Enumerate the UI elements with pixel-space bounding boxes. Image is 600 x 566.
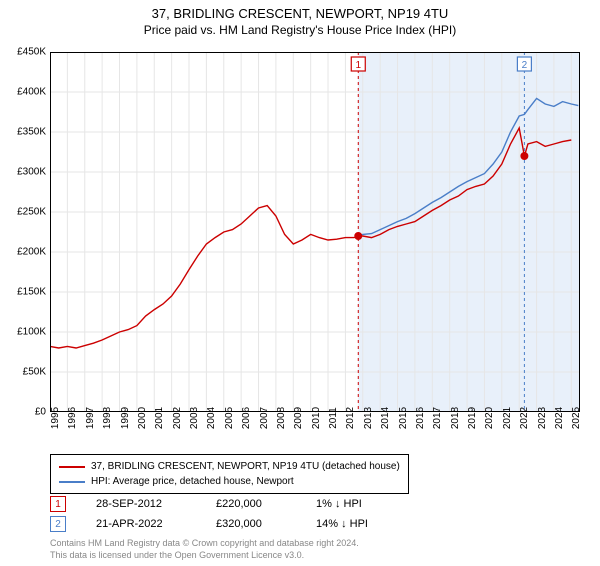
- sales-table: 1 28-SEP-2012 £220,000 1% ↓ HPI 2 21-APR-2022…: [50, 496, 416, 536]
- x-tick-label: 2000: [137, 407, 148, 429]
- legend-label: HPI: Average price, detached house, Newp…: [91, 474, 294, 489]
- chart-title: 37, BRIDLING CRESCENT, NEWPORT, NP19 4TU: [0, 6, 600, 21]
- footer: Contains HM Land Registry data © Crown c…: [50, 538, 359, 561]
- sale-row: 2 21-APR-2022 £320,000 14% ↓ HPI: [50, 516, 416, 532]
- sale-date: 28-SEP-2012: [96, 498, 186, 510]
- x-tick-label: 2006: [241, 407, 252, 429]
- svg-text:2: 2: [522, 60, 528, 71]
- legend-item: 37, BRIDLING CRESCENT, NEWPORT, NP19 4TU…: [59, 459, 400, 474]
- chart-subtitle: Price paid vs. HM Land Registry's House …: [0, 23, 600, 37]
- sale-date: 21-APR-2022: [96, 518, 186, 530]
- y-tick-label: £400K: [17, 87, 46, 98]
- legend-item: HPI: Average price, detached house, Newp…: [59, 474, 400, 489]
- x-tick-label: 2001: [154, 407, 165, 429]
- line-chart: 12: [50, 52, 580, 412]
- y-tick-label: £200K: [17, 247, 46, 258]
- x-tick-label: 1999: [120, 407, 131, 429]
- x-tick-label: 1995: [50, 407, 61, 429]
- sale-pct: 14% ↓ HPI: [316, 518, 416, 530]
- y-tick-label: £450K: [17, 47, 46, 58]
- x-tick-label: 2012: [345, 407, 356, 429]
- x-tick-label: 1997: [85, 407, 96, 429]
- x-tick-label: 2014: [380, 407, 391, 429]
- legend-label: 37, BRIDLING CRESCENT, NEWPORT, NP19 4TU…: [91, 459, 400, 474]
- x-tick-label: 2023: [537, 407, 548, 429]
- sale-price: £220,000: [216, 498, 286, 510]
- sale-price: £320,000: [216, 518, 286, 530]
- x-tick-label: 1996: [67, 407, 78, 429]
- x-tick-label: 2010: [311, 407, 322, 429]
- y-tick-label: £0: [35, 407, 46, 418]
- legend-swatch: [59, 481, 85, 483]
- x-tick-label: 2020: [484, 407, 495, 429]
- x-tick-label: 1998: [102, 407, 113, 429]
- y-tick-label: £150K: [17, 287, 46, 298]
- x-tick-label: 2021: [502, 407, 513, 429]
- x-tick-label: 2004: [206, 407, 217, 429]
- y-tick-label: £50K: [23, 367, 46, 378]
- sale-marker-box: 2: [50, 516, 66, 532]
- x-tick-label: 2019: [467, 407, 478, 429]
- x-tick-label: 2011: [328, 407, 339, 429]
- x-tick-label: 2024: [554, 407, 565, 429]
- x-tick-label: 2007: [259, 407, 270, 429]
- x-tick-label: 2013: [363, 407, 374, 429]
- footer-line-1: Contains HM Land Registry data © Crown c…: [50, 538, 359, 550]
- y-tick-label: £300K: [17, 167, 46, 178]
- x-tick-label: 2018: [450, 407, 461, 429]
- chart-area: 12 £0£50K£100K£150K£200K£250K£300K£350K£…: [50, 52, 580, 412]
- x-tick-label: 2022: [519, 407, 530, 429]
- x-tick-label: 2009: [293, 407, 304, 429]
- x-tick-label: 2005: [224, 407, 235, 429]
- legend: 37, BRIDLING CRESCENT, NEWPORT, NP19 4TU…: [50, 454, 409, 494]
- x-tick-label: 2008: [276, 407, 287, 429]
- sale-marker-box: 1: [50, 496, 66, 512]
- sale-pct: 1% ↓ HPI: [316, 498, 416, 510]
- svg-text:1: 1: [355, 60, 361, 71]
- legend-swatch: [59, 466, 85, 468]
- chart-container: 37, BRIDLING CRESCENT, NEWPORT, NP19 4TU…: [0, 6, 600, 566]
- x-tick-label: 2017: [432, 407, 443, 429]
- y-tick-label: £100K: [17, 327, 46, 338]
- x-tick-label: 2002: [172, 407, 183, 429]
- x-tick-label: 2025: [571, 407, 582, 429]
- x-tick-label: 2003: [189, 407, 200, 429]
- sale-row: 1 28-SEP-2012 £220,000 1% ↓ HPI: [50, 496, 416, 512]
- x-tick-label: 2016: [415, 407, 426, 429]
- y-tick-label: £350K: [17, 127, 46, 138]
- y-tick-label: £250K: [17, 207, 46, 218]
- x-tick-label: 2015: [398, 407, 409, 429]
